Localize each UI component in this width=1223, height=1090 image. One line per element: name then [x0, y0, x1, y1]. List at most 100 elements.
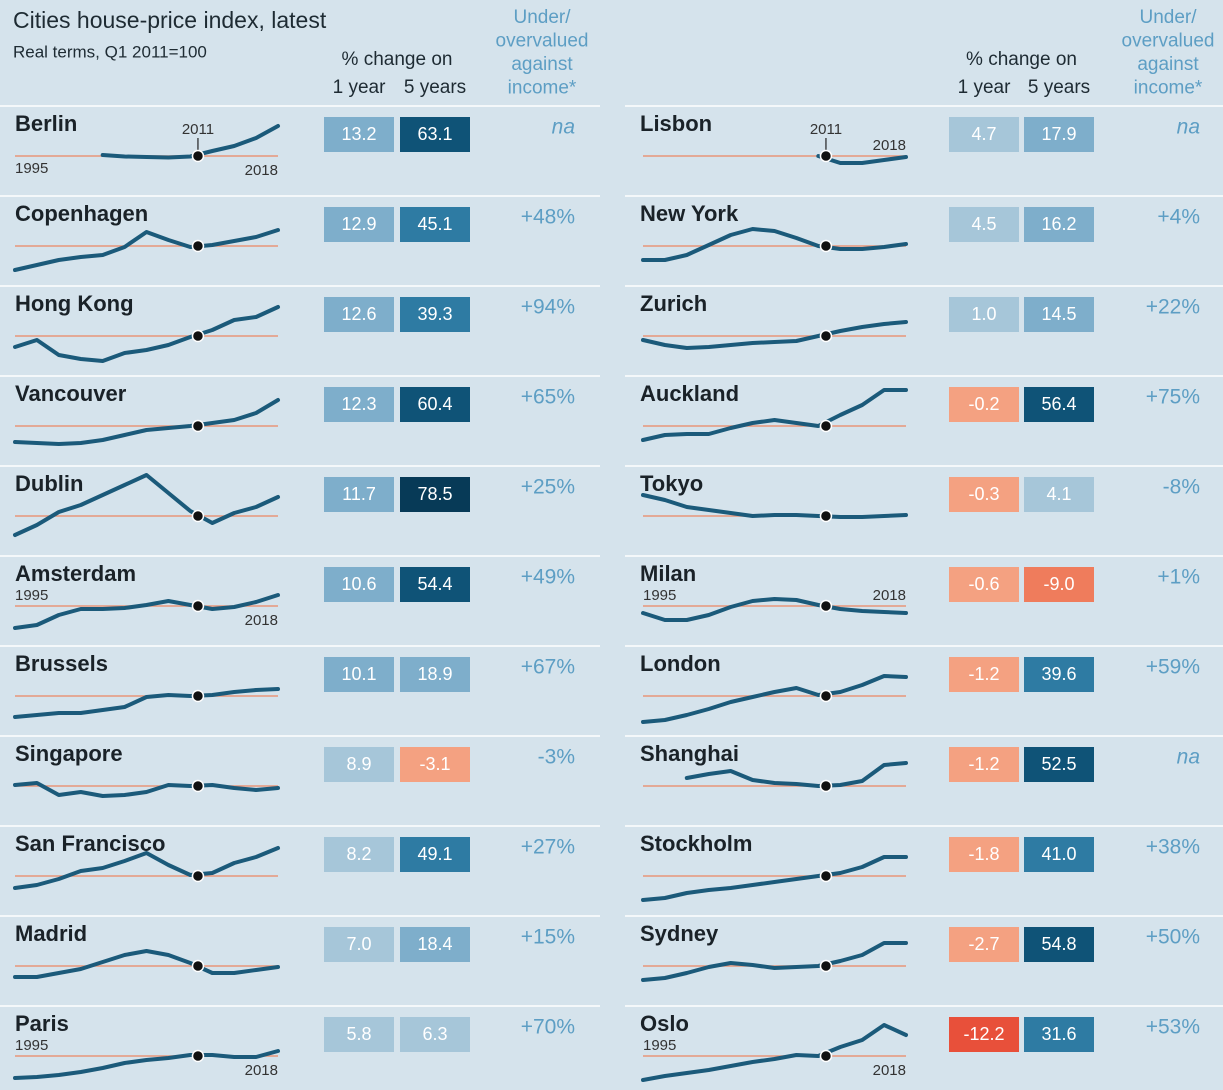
change-box: [400, 927, 470, 962]
change-box: [1024, 927, 1094, 962]
change-value: -0.3: [968, 484, 999, 504]
change-value: 1.0: [971, 304, 996, 324]
valuation: -3%: [538, 746, 575, 769]
change-value: 4.7: [971, 124, 996, 144]
base-dot: [819, 509, 833, 523]
valuation: +15%: [521, 926, 575, 949]
change-value: 18.4: [417, 934, 452, 954]
valuation: +53%: [1146, 1016, 1200, 1039]
city-name: Brussels: [15, 651, 108, 676]
change-box: [1024, 837, 1094, 872]
change-box: [1024, 477, 1094, 512]
city-name: Auckland: [640, 381, 739, 406]
change-box: [400, 1017, 470, 1052]
change-value: -0.6: [968, 574, 999, 594]
change-value: 54.4: [417, 574, 452, 594]
year-label: 2011: [182, 121, 214, 138]
city-name: Milan: [640, 561, 696, 586]
sparkline: [13, 781, 280, 798]
change-box: [324, 387, 394, 422]
change-box: [400, 387, 470, 422]
sparkline: [641, 388, 908, 442]
change-value: -1.8: [968, 844, 999, 864]
change-box: [400, 207, 470, 242]
header: Under/: [513, 7, 571, 28]
city-name: Shanghai: [640, 741, 739, 766]
year-label: 1995: [643, 587, 676, 604]
change-value: 78.5: [417, 484, 452, 504]
base-dot: [819, 149, 833, 163]
valuation: +70%: [521, 1016, 575, 1039]
base-dot: [191, 869, 205, 883]
base-dot: [191, 239, 205, 253]
valuation: +25%: [521, 476, 575, 499]
year-label: 2018: [873, 587, 906, 604]
valuation: +49%: [521, 566, 575, 589]
change-value: 4.1: [1046, 484, 1071, 504]
sparkline: [684, 761, 908, 788]
header: income*: [1134, 78, 1203, 99]
change-box: [400, 567, 470, 602]
header: overvalued: [1122, 31, 1215, 52]
change-value: 16.2: [1041, 214, 1076, 234]
sparkline: [641, 855, 908, 902]
valuation: -8%: [1163, 476, 1200, 499]
header: against: [1137, 54, 1199, 75]
change-value: 45.1: [417, 214, 452, 234]
change-value: -1.2: [968, 664, 999, 684]
change-box: [324, 567, 394, 602]
change-box: [1024, 387, 1094, 422]
sparkline: [641, 320, 908, 350]
change-value: 63.1: [417, 124, 452, 144]
city-name: London: [640, 651, 721, 676]
sparkline: [13, 593, 280, 630]
change-value: 10.6: [341, 574, 376, 594]
change-box: [400, 117, 470, 152]
valuation: na: [1177, 116, 1200, 139]
city-name: Dublin: [15, 471, 83, 496]
year-label: 2011: [810, 121, 842, 138]
city-name: Singapore: [15, 741, 123, 766]
base-dot: [191, 329, 205, 343]
change-box: [949, 477, 1019, 512]
city-name: Stockholm: [640, 831, 752, 856]
city-name: Berlin: [15, 111, 77, 136]
change-box: [949, 567, 1019, 602]
base-dot: [819, 599, 833, 613]
change-value: 8.9: [346, 754, 371, 774]
base-dot: [819, 329, 833, 343]
valuation: +48%: [521, 206, 575, 229]
change-box: [949, 1017, 1019, 1052]
header: 1 year: [333, 77, 386, 98]
city-name: Lisbon: [640, 111, 712, 136]
sparkline: [13, 846, 280, 890]
sparkline: [641, 941, 908, 982]
base-dot: [819, 239, 833, 253]
change-box: [400, 477, 470, 512]
header: against: [511, 54, 573, 75]
change-box: [324, 117, 394, 152]
valuation: +50%: [1146, 926, 1200, 949]
change-box: [949, 657, 1019, 692]
valuation: na: [552, 116, 575, 139]
base-dot: [819, 689, 833, 703]
change-box: [949, 837, 1019, 872]
base-dot: [191, 149, 205, 163]
change-value: 12.6: [341, 304, 376, 324]
sparkline: [100, 124, 280, 160]
change-box: [1024, 567, 1094, 602]
change-value: 12.9: [341, 214, 376, 234]
change-value: 54.8: [1041, 934, 1076, 954]
change-box: [324, 747, 394, 782]
change-box: [400, 837, 470, 872]
header: Under/: [1139, 7, 1197, 28]
valuation: +75%: [1146, 386, 1200, 409]
valuation: na: [1177, 746, 1200, 769]
change-box: [1024, 657, 1094, 692]
change-value: 17.9: [1041, 124, 1076, 144]
change-box: [949, 387, 1019, 422]
change-box: [324, 207, 394, 242]
year-label: 2018: [873, 1062, 906, 1079]
city-name: Tokyo: [640, 471, 703, 496]
city-name: Paris: [15, 1011, 69, 1036]
